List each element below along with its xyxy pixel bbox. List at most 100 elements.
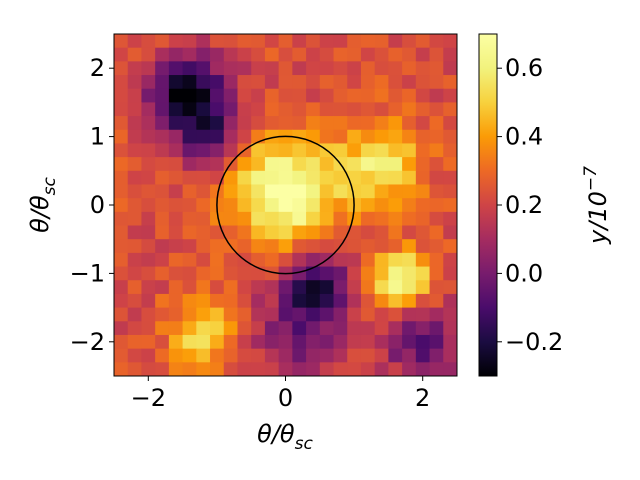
heatmap-cell xyxy=(237,266,252,281)
heatmap-cell xyxy=(402,266,417,281)
heatmap-cell xyxy=(168,129,184,145)
heatmap-cell xyxy=(333,143,348,158)
heatmap-cell xyxy=(155,252,170,268)
heatmap-cell xyxy=(264,129,280,145)
heatmap-cell xyxy=(114,239,129,254)
heatmap-cell xyxy=(223,293,239,309)
heatmap-cell xyxy=(388,102,403,117)
heatmap-cell xyxy=(141,116,156,131)
heatmap-cell xyxy=(388,293,403,309)
heatmap-cell xyxy=(360,348,376,363)
heatmap-cell xyxy=(168,280,184,295)
heatmap-cell xyxy=(182,266,197,281)
heatmap-cell xyxy=(264,334,280,350)
heatmap-cell xyxy=(127,348,143,363)
heatmap-cell xyxy=(278,170,293,186)
heatmap-cell xyxy=(333,47,348,62)
heatmap-cell xyxy=(127,307,143,322)
heatmap-cell xyxy=(415,348,431,363)
heatmap-cell xyxy=(182,225,197,240)
heatmap-cell xyxy=(443,129,457,145)
heatmap-cell xyxy=(443,34,457,49)
heatmap-cell xyxy=(141,252,156,268)
heatmap-cell xyxy=(278,307,293,322)
heatmap-cell xyxy=(127,239,143,254)
heatmap-cell xyxy=(210,102,225,117)
heatmap-cell xyxy=(114,362,129,376)
heatmap-cell xyxy=(114,61,129,76)
heatmap-cell xyxy=(278,157,293,172)
heatmap-cell xyxy=(429,280,444,295)
heatmap-cell xyxy=(443,88,457,103)
heatmap-cell xyxy=(251,61,266,76)
heatmap-cell xyxy=(415,47,431,62)
heatmap-cell xyxy=(127,75,143,90)
heatmap-cell xyxy=(237,239,252,254)
heatmap-cell xyxy=(223,321,239,336)
heatmap-cell xyxy=(388,184,403,199)
heatmap-cell xyxy=(292,170,307,186)
heatmap-cell xyxy=(347,61,362,76)
heatmap-cell xyxy=(388,334,403,350)
heatmap-cell xyxy=(360,184,376,199)
heatmap-cell xyxy=(333,307,348,322)
heatmap-cell xyxy=(306,116,321,131)
heatmap-cell xyxy=(182,157,197,172)
heatmap-cell xyxy=(443,307,457,322)
heatmap-cell xyxy=(292,157,307,172)
heatmap-cell xyxy=(127,293,143,309)
heatmap-cell xyxy=(251,143,266,158)
heatmap-cell xyxy=(347,252,362,268)
heatmap-cell xyxy=(127,102,143,117)
heatmap-cell xyxy=(292,280,307,295)
y-tick-label: 2 xyxy=(90,54,105,82)
heatmap-cell xyxy=(388,129,403,145)
heatmap-cell xyxy=(155,143,170,158)
heatmap-cell xyxy=(415,362,431,376)
heatmap-cell xyxy=(388,143,403,158)
heatmap-cell xyxy=(237,61,252,76)
heatmap-cell xyxy=(278,211,293,227)
heatmap-cell xyxy=(319,307,335,322)
heatmap-cell xyxy=(402,88,417,103)
heatmap-cell xyxy=(210,143,225,158)
heatmap-cell xyxy=(333,334,348,350)
heatmap-cell xyxy=(155,116,170,131)
heatmap-cell xyxy=(141,211,156,227)
heatmap-cell xyxy=(127,143,143,158)
heatmap-cell xyxy=(127,198,143,213)
heatmap-cell xyxy=(443,198,457,213)
heatmap-cell xyxy=(374,47,389,62)
heatmap-cell xyxy=(443,362,457,376)
heatmap-cell xyxy=(237,362,252,376)
heatmap-cell xyxy=(388,266,403,281)
heatmap-cell xyxy=(127,211,143,227)
heatmap-cell xyxy=(114,266,129,281)
heatmap-cell xyxy=(306,143,321,158)
heatmap-cell xyxy=(223,362,239,376)
heatmap-cell xyxy=(223,116,239,131)
heatmap-cell xyxy=(292,184,307,199)
heatmap-cell xyxy=(251,116,266,131)
heatmap-cell xyxy=(402,334,417,350)
heatmap-cell xyxy=(155,61,170,76)
heatmap-cell xyxy=(210,293,225,309)
heatmap-cell xyxy=(429,334,444,350)
heatmap-cell xyxy=(319,116,335,131)
heatmap-cell xyxy=(168,293,184,309)
heatmap-cell xyxy=(251,293,266,309)
heatmap-cell xyxy=(415,252,431,268)
heatmap-cell xyxy=(114,47,129,62)
heatmap-cell xyxy=(278,184,293,199)
heatmap-cell xyxy=(168,266,184,281)
heatmap-cell xyxy=(429,34,444,49)
heatmap-cell xyxy=(360,47,376,62)
heatmap-cell xyxy=(168,225,184,240)
heatmap-cell xyxy=(292,129,307,145)
heatmap-cell xyxy=(443,47,457,62)
heatmap-cell xyxy=(319,266,335,281)
heatmap-cell xyxy=(319,293,335,309)
heatmap-cell xyxy=(141,334,156,350)
heatmap-cell xyxy=(278,88,293,103)
colorbar-label: y/10−7 xyxy=(581,166,612,245)
